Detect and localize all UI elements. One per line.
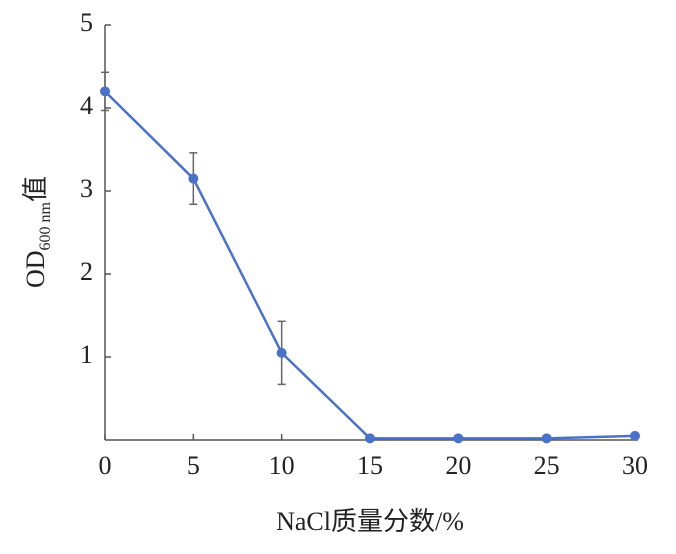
- x-tick-label: 15: [357, 451, 383, 480]
- x-tick-label: 30: [622, 451, 648, 480]
- y-tick-label: 5: [80, 8, 93, 37]
- point: [188, 173, 199, 184]
- y-tick-label: 4: [80, 91, 93, 120]
- y-label-tail: 值: [21, 176, 50, 202]
- point: [541, 433, 552, 444]
- x-tick-label: 10: [269, 451, 295, 480]
- point: [630, 430, 640, 441]
- y-label-main: OD: [21, 250, 50, 288]
- series-line: [104, 90, 636, 440]
- x-axis-label: NaCl质量分数/%: [276, 507, 464, 536]
- y-tick-label: 3: [80, 174, 93, 203]
- x-tick-label: 25: [534, 451, 560, 480]
- point: [453, 433, 464, 444]
- x-tick-label: 0: [99, 451, 112, 480]
- x-tick-label: 5: [187, 451, 200, 480]
- y-tick-label: 2: [80, 257, 93, 286]
- y-axis-label: OD600 nm值: [21, 176, 54, 288]
- y-label-sub: 600 nm: [37, 201, 54, 250]
- x-tick-label: 20: [445, 451, 471, 480]
- point: [100, 86, 110, 97]
- point: [365, 433, 375, 444]
- y-tick-label: 1: [80, 340, 93, 369]
- point: [276, 347, 287, 358]
